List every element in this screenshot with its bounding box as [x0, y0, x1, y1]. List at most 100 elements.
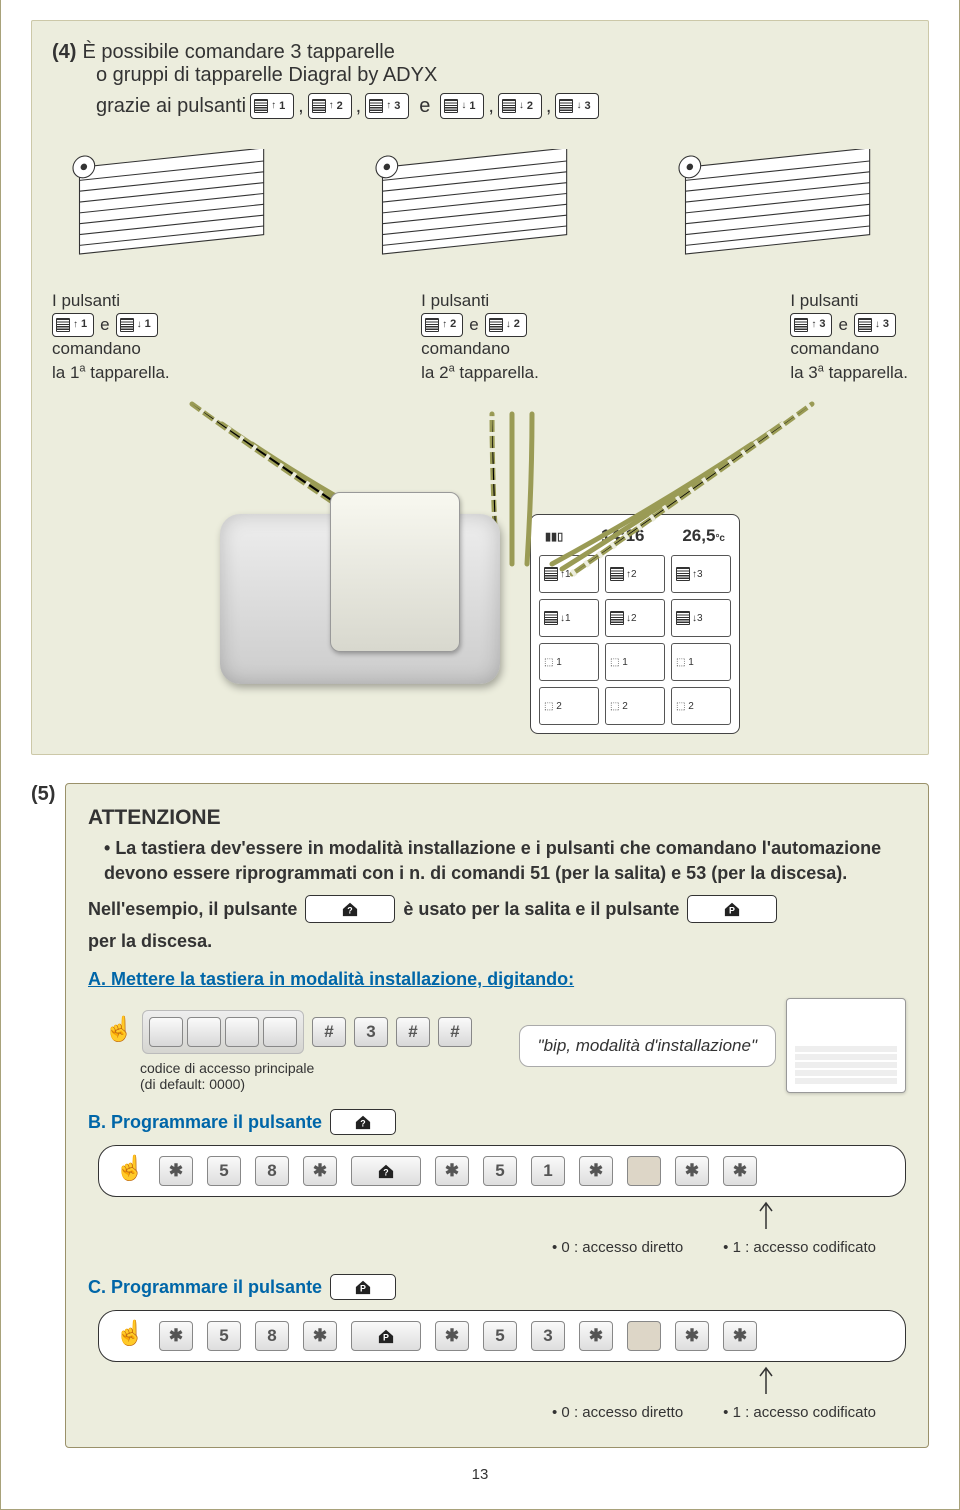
code-note: codice di accesso principale (di default…: [140, 1060, 472, 1092]
battery-icon: ▮▮▯: [545, 530, 563, 543]
key-hash-2[interactable]: #: [396, 1017, 430, 1047]
shutter-up-2: ↑2: [308, 93, 352, 119]
sc-k8[interactable]: 3: [531, 1321, 565, 1351]
arrow-up-icon: [756, 1201, 776, 1231]
sc-k9[interactable]: ✱: [579, 1321, 613, 1351]
step-b-head: B. Programmare il pulsante ?: [88, 1109, 906, 1135]
sc-k6[interactable]: ✱: [435, 1321, 469, 1351]
hand-icon: ☝️: [104, 1015, 134, 1049]
shutter-drawing-1: [62, 149, 292, 279]
kp-r4c1[interactable]: ⬚ 2: [539, 687, 599, 725]
section4-line1b-row: o gruppi di tapparelle Diagral by ADYX: [52, 64, 908, 87]
svg-text:P: P: [383, 1333, 389, 1343]
cap-left-up: ↑1: [52, 313, 94, 337]
mini-keypad-icon: [786, 998, 906, 1093]
code-key-2[interactable]: [187, 1017, 221, 1047]
kp-up-3[interactable]: ↑3: [671, 555, 731, 593]
sb-k6[interactable]: ✱: [435, 1156, 469, 1186]
sb-k4[interactable]: ✱: [303, 1156, 337, 1186]
section4-num: (4): [52, 41, 76, 64]
cap-right-dn: ↓3: [854, 313, 896, 337]
access-0c: • 0 : accesso diretto: [552, 1404, 683, 1421]
cap-left-dn: ↓1: [116, 313, 158, 337]
sb-house-q[interactable]: ?: [351, 1156, 421, 1186]
kp-r4c3[interactable]: ⬚ 2: [671, 687, 731, 725]
section-4-panel: (4) È possibile comandare 3 tapparelle o…: [31, 20, 929, 755]
step-a-keys: ☝️ # 3 # #: [104, 1010, 472, 1054]
cap-right-up: ↑3: [790, 313, 832, 337]
cap-mid-dn: ↓2: [485, 313, 527, 337]
sc-k3[interactable]: 8: [255, 1321, 289, 1351]
code-key-1[interactable]: [149, 1017, 183, 1047]
house-q-button: ?: [305, 895, 395, 923]
access-1c: • 1 : accesso codificato: [723, 1404, 876, 1421]
kp-r3c1[interactable]: ⬚ 1: [539, 643, 599, 681]
kp-r3c3[interactable]: ⬚ 1: [671, 643, 731, 681]
sc-k4[interactable]: ✱: [303, 1321, 337, 1351]
attention-body: La tastiera dev'essere in modalità insta…: [88, 836, 906, 885]
sb-k12[interactable]: ✱: [723, 1156, 757, 1186]
svg-text:?: ?: [360, 1119, 365, 1129]
access-row-c: • 0 : accesso diretto • 1 : accesso codi…: [88, 1404, 876, 1421]
attention-bullet: La tastiera dev'essere in modalità insta…: [104, 836, 906, 885]
sb-blank[interactable]: [627, 1156, 661, 1186]
access-0: • 0 : accesso diretto: [552, 1239, 683, 1256]
svg-text:?: ?: [383, 1168, 388, 1178]
sc-k11[interactable]: ✱: [675, 1321, 709, 1351]
tablet-device-icon: [220, 514, 500, 684]
sb-k3[interactable]: 8: [255, 1156, 289, 1186]
kp-up-1[interactable]: ↑1: [539, 555, 599, 593]
kp-r4c2[interactable]: ⬚ 2: [605, 687, 665, 725]
hand-icon: ☝️: [115, 1319, 145, 1353]
sc-k7[interactable]: 5: [483, 1321, 517, 1351]
nell-esempio-line: Nell'esempio, il pulsante ? è usato per …: [88, 895, 906, 923]
sb-k7[interactable]: 5: [483, 1156, 517, 1186]
kp-dn-2[interactable]: ↓2: [605, 599, 665, 637]
seq-b-bar: ☝️ ✱ 5 8 ✱ ? ✱ 5 1 ✱ ✱ ✱: [98, 1145, 906, 1197]
kp-dn-1[interactable]: ↓1: [539, 599, 599, 637]
sc-blank[interactable]: [627, 1321, 661, 1351]
arrow-up-icon: [756, 1366, 776, 1396]
code-key-3[interactable]: [225, 1017, 259, 1047]
attention-title: ATTENZIONE: [88, 806, 906, 830]
speech-bubble: "bip, modalità d'installazione": [519, 1025, 776, 1067]
shutters-row: [62, 149, 898, 279]
code-entry-group: [142, 1010, 304, 1054]
signal-area: ▮▮▯ 14:16 26,5°c ↑1 ↑2 ↑3 ↓1 ↓2 ↓3 ⬚ 1 ⬚…: [52, 354, 908, 734]
cap-mid-up: ↑2: [421, 313, 463, 337]
section4-line1: (4) È possibile comandare 3 tapparelle: [52, 41, 908, 64]
code-key-4[interactable]: [263, 1017, 297, 1047]
section4-line1a: È possibile comandare 3 tapparelle: [82, 41, 394, 64]
sc-house-p[interactable]: P: [351, 1321, 421, 1351]
key-3[interactable]: 3: [354, 1017, 388, 1047]
sc-k12[interactable]: ✱: [723, 1321, 757, 1351]
step-c-head: C. Programmare il pulsante P: [88, 1274, 906, 1300]
sb-k1[interactable]: ✱: [159, 1156, 193, 1186]
shutter-up-3: ↑3: [365, 93, 409, 119]
shutter-dn-3: ↓3: [555, 93, 599, 119]
section4-line1b: o gruppi di tapparelle Diagral by ADYX: [96, 64, 437, 87]
shutter-up-1: ↑1: [250, 93, 294, 119]
page-number: 13: [31, 1466, 929, 1483]
svg-text:?: ?: [348, 905, 353, 915]
key-hash-3[interactable]: #: [438, 1017, 472, 1047]
sc-k2[interactable]: 5: [207, 1321, 241, 1351]
seq-c-bar: ☝️ ✱ 5 8 ✱ P ✱ 5 3 ✱ ✱ ✱: [98, 1310, 906, 1362]
remote-keypad: ▮▮▯ 14:16 26,5°c ↑1 ↑2 ↑3 ↓1 ↓2 ↓3 ⬚ 1 ⬚…: [530, 514, 740, 734]
section4-line2-prefix: grazie ai pulsanti: [96, 95, 246, 118]
sb-k8[interactable]: 1: [531, 1156, 565, 1186]
house-p-button: P: [687, 895, 777, 923]
shutter-drawing-2: [365, 149, 595, 279]
sb-k11[interactable]: ✱: [675, 1156, 709, 1186]
sb-k9[interactable]: ✱: [579, 1156, 613, 1186]
sc-k1[interactable]: ✱: [159, 1321, 193, 1351]
shutter-drawing-3: [668, 149, 898, 279]
keypad-time: 14:16: [601, 526, 644, 546]
section5-num: (5): [31, 783, 55, 806]
kp-r3c2[interactable]: ⬚ 1: [605, 643, 665, 681]
kp-up-2[interactable]: ↑2: [605, 555, 665, 593]
kp-dn-3[interactable]: ↓3: [671, 599, 731, 637]
section4-line2: grazie ai pulsanti ↑1 , ↑2 , ↑3 e ↓1 , ↓…: [52, 93, 908, 119]
key-hash-1[interactable]: #: [312, 1017, 346, 1047]
sb-k2[interactable]: 5: [207, 1156, 241, 1186]
